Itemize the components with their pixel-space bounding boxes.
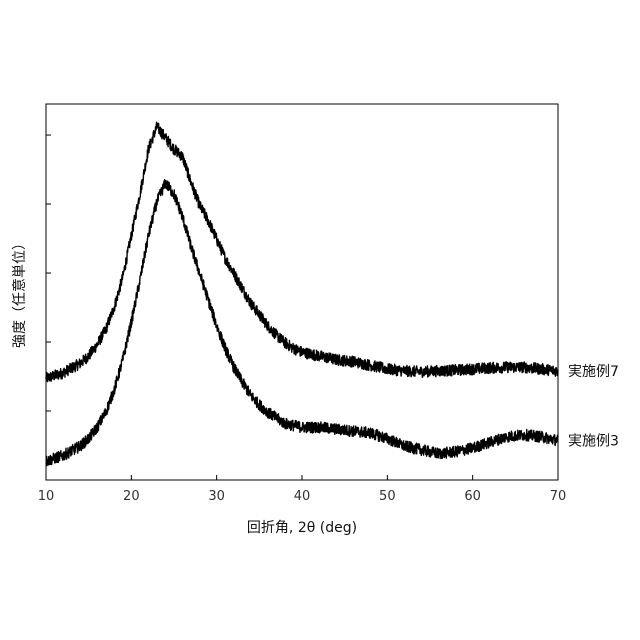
x-tick-label: 70	[550, 489, 567, 504]
x-tick-label: 30	[208, 489, 225, 504]
x-tick-label: 60	[464, 489, 481, 504]
x-tick-label: 20	[123, 489, 140, 504]
series-line-1	[46, 180, 558, 466]
series-line-0	[46, 122, 558, 381]
x-tick-label: 10	[38, 489, 55, 504]
x-tick-label: 40	[294, 489, 311, 504]
x-tick-label: 50	[379, 489, 396, 504]
series-layer	[46, 122, 558, 465]
series-label-example-3: 実施例3	[568, 434, 619, 450]
series-label-example-7: 実施例7	[568, 364, 619, 380]
x-axis-ticks	[46, 475, 558, 480]
x-axis-label: 回折角, 2θ (deg)	[247, 520, 357, 536]
y-axis-label: 強度（任意単位）	[11, 236, 28, 348]
y-axis-ticks	[46, 135, 51, 411]
x-tick-labels: 10 20 30 40 50 60 70	[38, 489, 567, 504]
